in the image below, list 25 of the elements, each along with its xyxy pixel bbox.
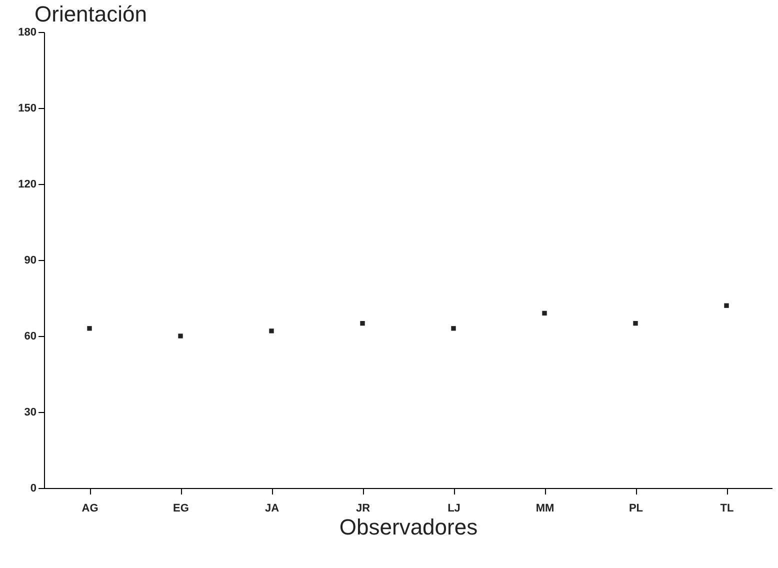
point [178, 334, 183, 338]
point [724, 303, 729, 308]
point [269, 328, 274, 334]
point [451, 326, 456, 331]
x-tick-label: JR [356, 502, 370, 514]
y-tick-label: 180 [18, 26, 36, 38]
y-tick-label: 120 [18, 178, 36, 190]
point [360, 320, 365, 326]
x-tick-label: MM [536, 502, 554, 514]
y-tick-label: 60 [24, 330, 36, 342]
point [542, 310, 547, 316]
y-tick-label: 150 [18, 102, 36, 114]
x-tick-label: EG [173, 502, 189, 514]
point [87, 326, 92, 331]
x-tick-label: JA [264, 502, 280, 514]
x-tick-label: PL [628, 502, 644, 514]
x-axis-title: Observadores [339, 514, 478, 540]
y-tick-label: 30 [24, 406, 36, 418]
y-axis-title: Orientación [34, 2, 148, 26]
x-tick-label: LJ [448, 502, 460, 514]
y-tick-label: 0 [30, 482, 36, 494]
x-tick-label: AG [82, 502, 98, 514]
point [633, 320, 638, 326]
y-tick-label: 90 [24, 254, 36, 266]
x-tick-label: TL [720, 502, 734, 514]
